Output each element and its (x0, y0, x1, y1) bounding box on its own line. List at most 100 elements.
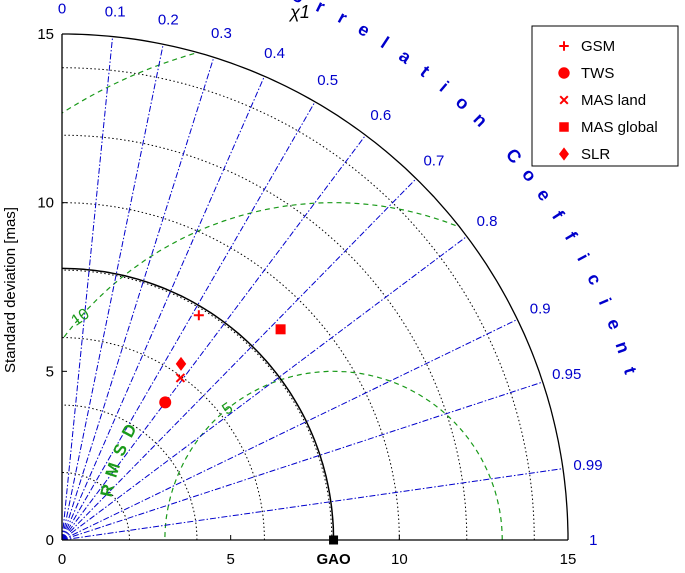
std-arc-10 (62, 202, 400, 540)
y-tick-label: 5 (46, 363, 54, 380)
data-point-mas-global (275, 324, 286, 335)
square-marker (275, 324, 286, 335)
correlation-tick-label: 0.9 (530, 300, 551, 317)
correlation-title-char: e (533, 185, 557, 207)
data-points (159, 310, 286, 409)
plus-marker (559, 41, 569, 51)
correlation-title-char: r (335, 7, 353, 29)
correlation-tick-label: 0.7 (423, 153, 444, 170)
legend-label: TWS (581, 65, 614, 82)
correlation-title-char: o (518, 165, 542, 188)
correlation-tick-label: 1 (589, 532, 597, 549)
y-tick-label: 0 (46, 532, 54, 549)
correlation-title-char: t (620, 365, 642, 379)
rmsd-title-char: R (97, 480, 119, 499)
std-arc-2 (62, 472, 130, 540)
correlation-title-char: o (452, 92, 476, 116)
legend-box (531, 25, 679, 167)
data-point-tws (159, 396, 172, 409)
correlation-title-char: C (502, 145, 528, 170)
correlation-title-char: l (377, 33, 395, 54)
std-arc-14 (61, 67, 535, 541)
correlation-tick-label: 0.8 (477, 213, 498, 230)
axes (61, 33, 569, 541)
reference-marker (329, 535, 339, 545)
rmsd-title-char: M (102, 458, 125, 480)
axis-labels: 0 5 10 15 0 5 10 15 (37, 26, 576, 568)
data-point-gsm (193, 310, 204, 321)
correlation-title-char: i (436, 77, 455, 97)
x-marker (175, 373, 186, 383)
legend-label: GSM (581, 38, 615, 55)
correlation-title-char: o (289, 0, 310, 9)
correlation-ray-0.8 (61, 235, 468, 541)
chart-title: χ1 (288, 2, 310, 22)
correlation-ray-0.4 (61, 76, 265, 541)
reference-std-arc (61, 267, 335, 541)
square-marker (559, 122, 569, 132)
x-tick-label: 10 (391, 551, 408, 568)
correlation-title-char: f (548, 207, 570, 225)
x-tick-label: 0 (58, 551, 66, 568)
correlation-tick-label: 0.99 (573, 457, 602, 474)
rmsd-contours (62, 34, 568, 540)
correlation-title-char: e (355, 19, 376, 43)
outer-arc (62, 33, 569, 540)
std-arcs (61, 67, 535, 541)
legend-entry: GSM (559, 38, 615, 55)
data-point-mas-land (175, 373, 186, 383)
correlation-tick-label: 0.6 (370, 107, 391, 124)
correlation-ray-0.3 (61, 57, 215, 541)
x-tick-label: 5 (226, 551, 234, 568)
correlation-tick-label: 0 (58, 1, 66, 18)
correlation-ray-0.9 (61, 318, 518, 541)
diamond-marker (175, 356, 187, 371)
std-arc-8 (61, 269, 333, 541)
correlation-title-char: i (573, 250, 594, 267)
correlation-tick-label: 0.1 (105, 3, 126, 20)
correlation-title-char: a (395, 45, 417, 69)
y-axis-label: Standard deviation [mas] (2, 207, 19, 373)
correlation-title-char: n (469, 109, 493, 133)
correlation-title-char: n (612, 339, 635, 359)
legend: GSM TWS MAS land MAS global SLR (531, 25, 679, 167)
legend-label: SLR (581, 146, 610, 163)
reference-point: GAO (316, 535, 351, 568)
correlation-ray-0.7 (61, 178, 417, 541)
correlation-tick-label: 0.5 (317, 72, 338, 89)
circle-marker (159, 396, 172, 409)
x-marker (559, 95, 569, 105)
rmsd-contour-label: 5 (219, 400, 236, 419)
correlation-title-char: f (561, 228, 583, 246)
legend-entry: TWS (558, 65, 614, 82)
legend-label: MAS global (581, 119, 658, 136)
correlation-ray-0.5 (61, 101, 316, 541)
correlation-ray-0.1 (61, 36, 114, 541)
std-arc-12 (61, 134, 468, 541)
correlation-rays: 0 0.1 0.2 0.3 0.4 0.5 0.6 0.7 0.8 0.9 0.95 0.99 1 (58, 1, 603, 549)
data-point-slr (175, 356, 187, 371)
correlation-ray-0.2 (61, 44, 164, 541)
correlation-ray-0.99 (61, 468, 564, 541)
x-tick-label: 15 (560, 551, 577, 568)
correlation-title-char: t (416, 61, 435, 82)
plus-marker (193, 310, 204, 321)
correlation-title-char: c (583, 270, 607, 290)
std-arc-4 (62, 404, 198, 540)
rmsd-title-char: S (109, 438, 132, 459)
correlation-tick-label: 0.95 (552, 366, 581, 383)
correlation-ray-0.95 (61, 381, 543, 541)
diamond-marker (559, 147, 569, 161)
correlation-title-char: r (313, 0, 331, 18)
correlation-tick-label: 0.3 (211, 25, 232, 42)
legend-entry: MAS global (559, 119, 658, 136)
legend-entry: MAS land (559, 92, 646, 109)
legend-label: MAS land (581, 92, 646, 109)
y-tick-label: 10 (37, 195, 54, 212)
correlation-title-char: i (595, 295, 617, 310)
correlation-tick-label: 0.4 (264, 45, 285, 62)
std-arc-6 (62, 337, 265, 540)
correlation-tick-label: 0.2 (158, 11, 179, 28)
